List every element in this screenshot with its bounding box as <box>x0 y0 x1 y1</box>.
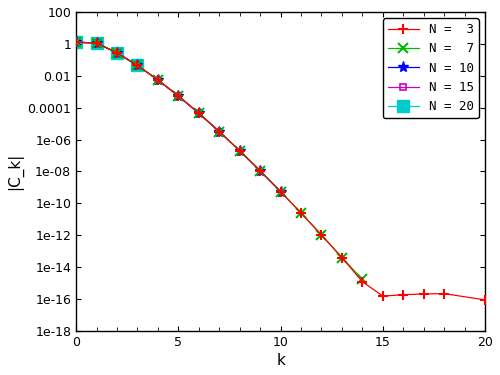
Legend: N =  3, N =  7, N = 10, N = 15, N = 20: N = 3, N = 7, N = 10, N = 15, N = 20 <box>382 18 479 118</box>
X-axis label: k: k <box>276 353 285 368</box>
Y-axis label: |C_k|: |C_k| <box>7 153 23 190</box>
